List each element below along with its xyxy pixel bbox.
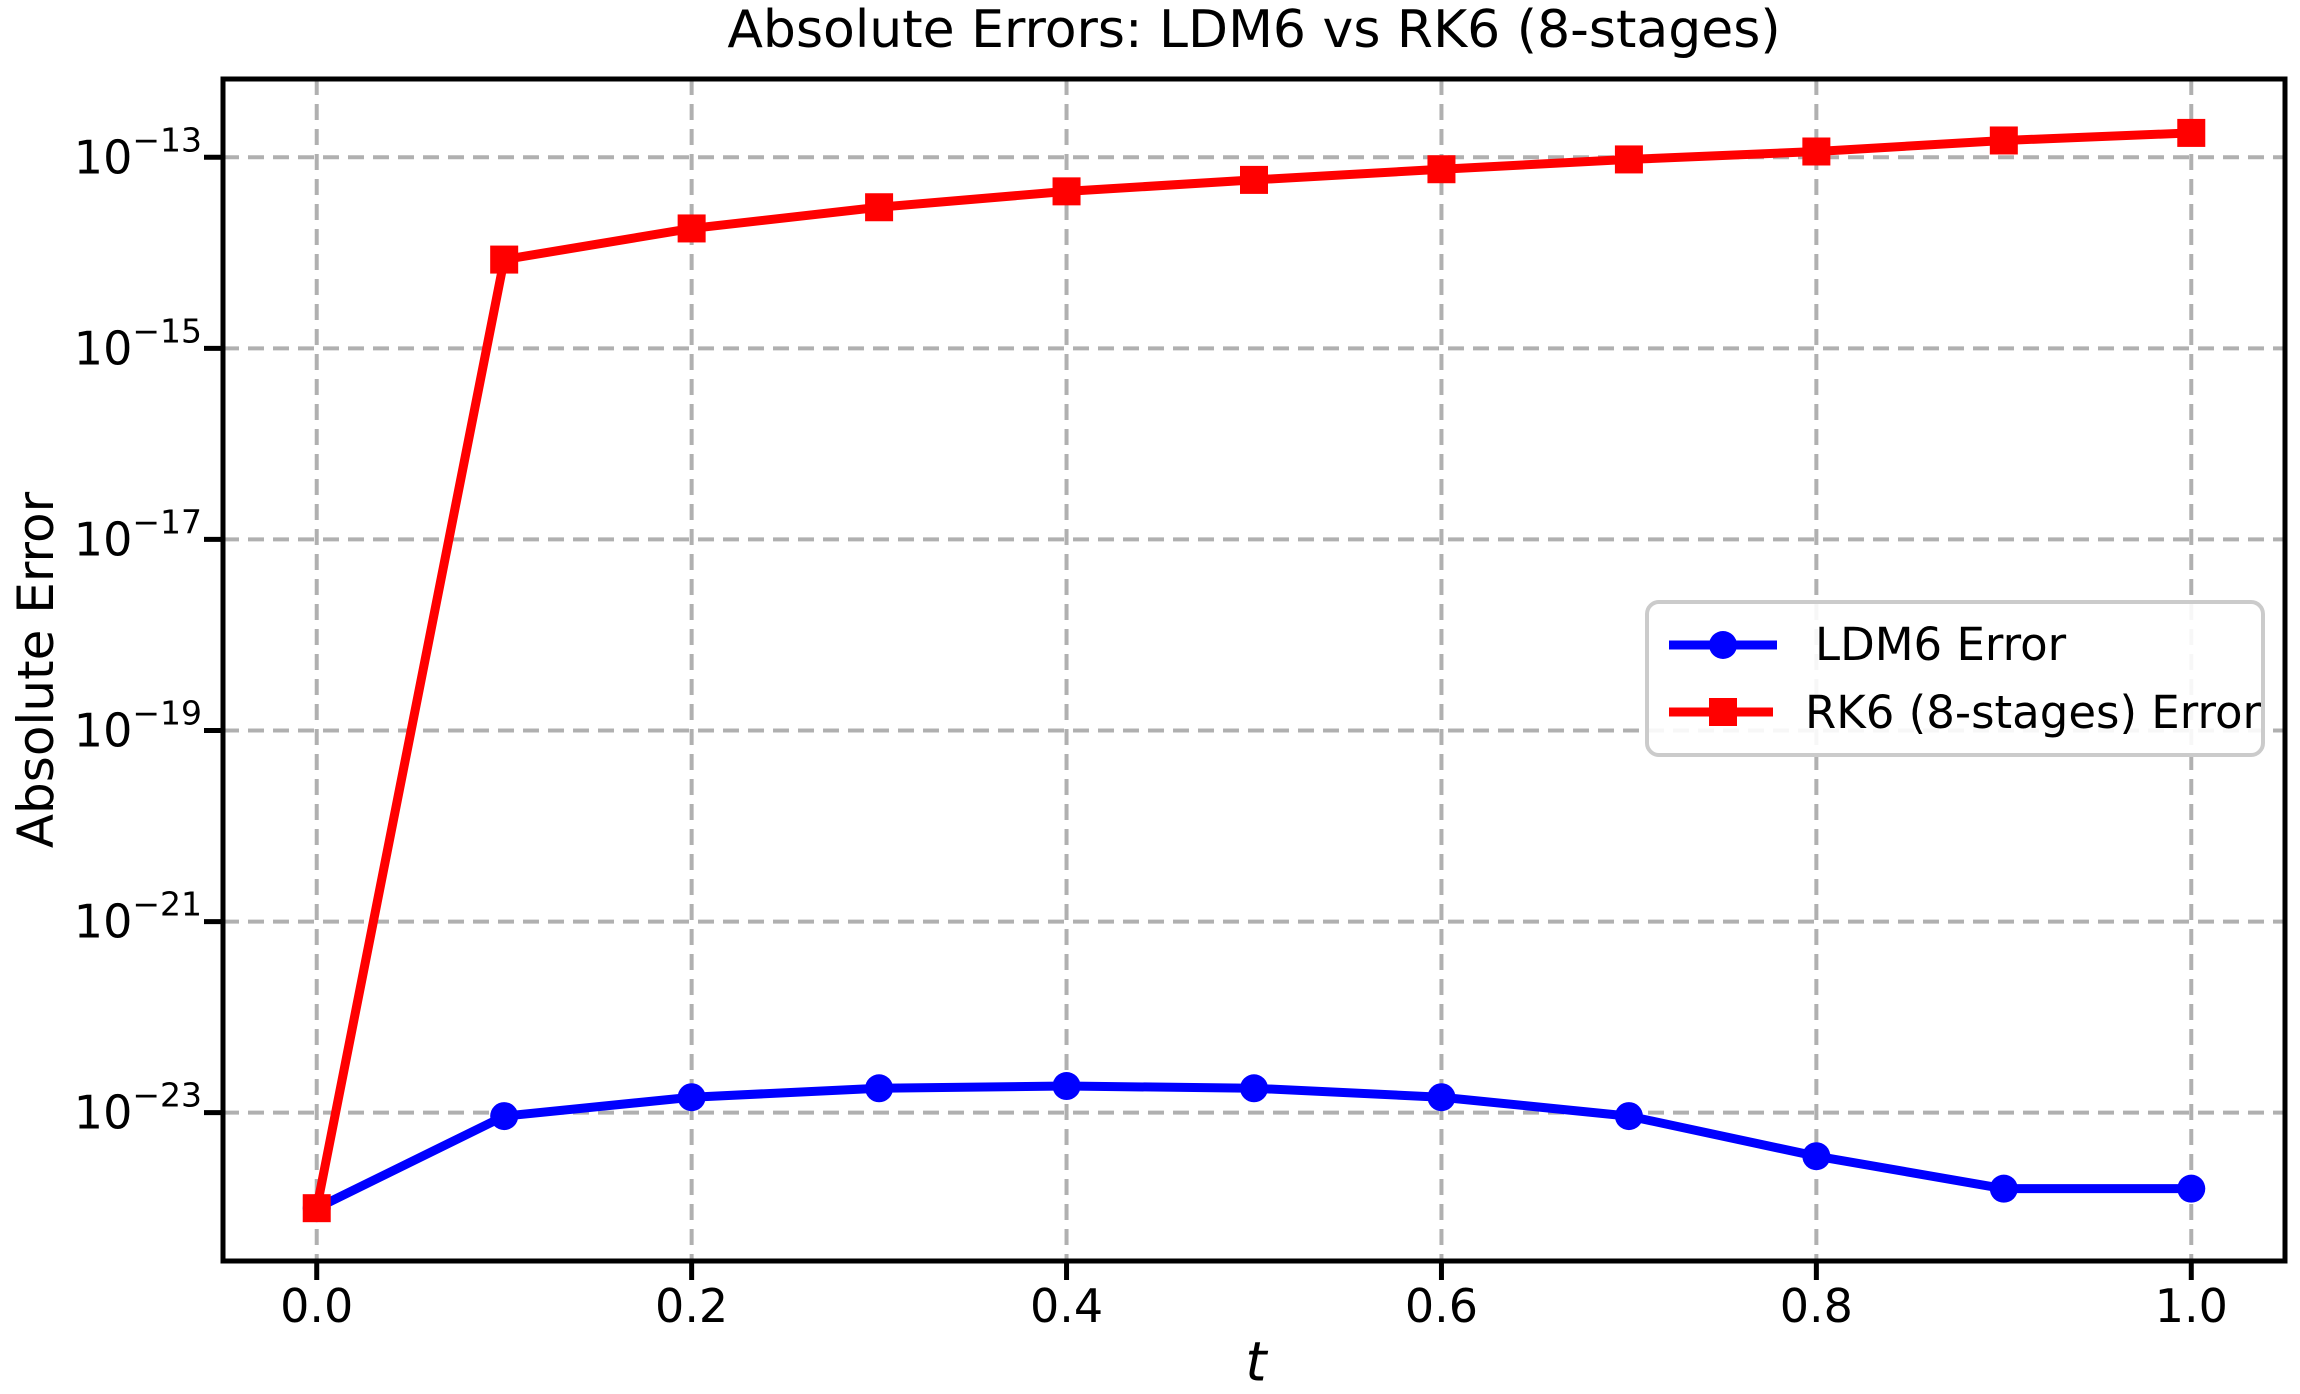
y-tick-label: 10−19 xyxy=(74,694,202,758)
legend-item-ldm6: LDM6 Error xyxy=(1663,618,2261,671)
x-tick-label: 1.0 xyxy=(2155,1279,2228,1333)
circle-marker-icon xyxy=(1709,630,1737,659)
legend-line-sample-circle xyxy=(1669,630,1777,659)
y-axis-label: Absolute Error xyxy=(7,491,65,849)
series-line-ldm6 xyxy=(312,1081,2196,1213)
data-point-circle xyxy=(1614,1102,1643,1131)
data-point-circle xyxy=(1052,1072,1081,1101)
tick-labels: 0.0 0.2 0.4 0.6 0.8 1.0 10−13 10−15 10−17 10−19 10… xyxy=(74,120,2228,1333)
y-tick-label: 10−17 xyxy=(74,502,202,566)
series-markers-ldm6 xyxy=(302,1072,2206,1223)
series-markers-rk6 xyxy=(302,118,2206,1223)
legend: LDM6 Error RK6 (8-stages) Error xyxy=(1645,600,2265,757)
y-tick-label: 10−15 xyxy=(74,311,202,375)
y-tick-label: 10−23 xyxy=(74,1076,202,1140)
data-point-circle xyxy=(865,1074,894,1103)
data-point-circle xyxy=(490,1102,519,1131)
grid-lines xyxy=(223,79,2285,1261)
x-tick-label: 0.8 xyxy=(1780,1279,1853,1333)
data-point-square xyxy=(1989,126,2018,155)
square-marker-icon xyxy=(1709,698,1737,727)
data-point-square xyxy=(1427,155,1456,184)
data-point-square xyxy=(490,245,519,274)
x-tick-label: 0.6 xyxy=(1405,1279,1478,1333)
data-point-square xyxy=(1802,137,1831,166)
legend-line-sample-square xyxy=(1669,698,1773,727)
data-point-circle xyxy=(677,1083,706,1112)
legend-label-ldm6: LDM6 Error xyxy=(1815,618,2067,672)
data-point-circle xyxy=(1802,1142,1831,1171)
legend-item-rk6: RK6 (8-stages) Error xyxy=(1663,686,2261,739)
data-point-square xyxy=(1052,177,1081,206)
plot-border xyxy=(220,76,2288,1264)
data-point-circle xyxy=(2177,1174,2206,1203)
x-tick-label: 0.4 xyxy=(1030,1279,1103,1333)
y-tick-label: 10−13 xyxy=(74,120,202,184)
data-point-square xyxy=(865,193,894,222)
x-axis-label: t xyxy=(1245,1330,1267,1394)
x-tick-label: 0.2 xyxy=(655,1279,728,1333)
data-point-square xyxy=(1614,145,1643,174)
x-tick-label: 0.0 xyxy=(280,1279,353,1333)
data-point-square xyxy=(1240,165,1268,194)
data-point-square xyxy=(677,214,706,243)
data-point-square xyxy=(302,1194,331,1223)
data-point-circle xyxy=(1427,1083,1456,1112)
y-tick-label: 10−21 xyxy=(74,885,202,949)
chart-title: Absolute Errors: LDM6 vs RK6 (8-stages) xyxy=(727,0,1781,60)
data-point-square xyxy=(2177,118,2206,147)
tick-marks xyxy=(204,154,2194,1280)
data-point-circle xyxy=(1989,1174,2018,1203)
legend-label-rk6: RK6 (8-stages) Error xyxy=(1804,685,2261,739)
data-point-circle xyxy=(1240,1074,1268,1103)
